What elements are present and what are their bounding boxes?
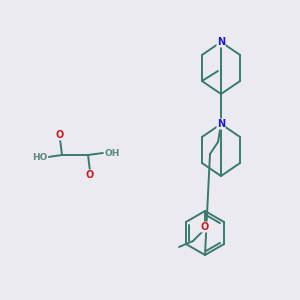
Text: O: O: [86, 170, 94, 180]
Text: OH: OH: [104, 148, 120, 158]
Text: N: N: [217, 37, 225, 47]
Text: N: N: [217, 119, 225, 129]
Text: O: O: [56, 130, 64, 140]
Text: HO: HO: [32, 152, 48, 161]
Text: O: O: [201, 222, 209, 232]
